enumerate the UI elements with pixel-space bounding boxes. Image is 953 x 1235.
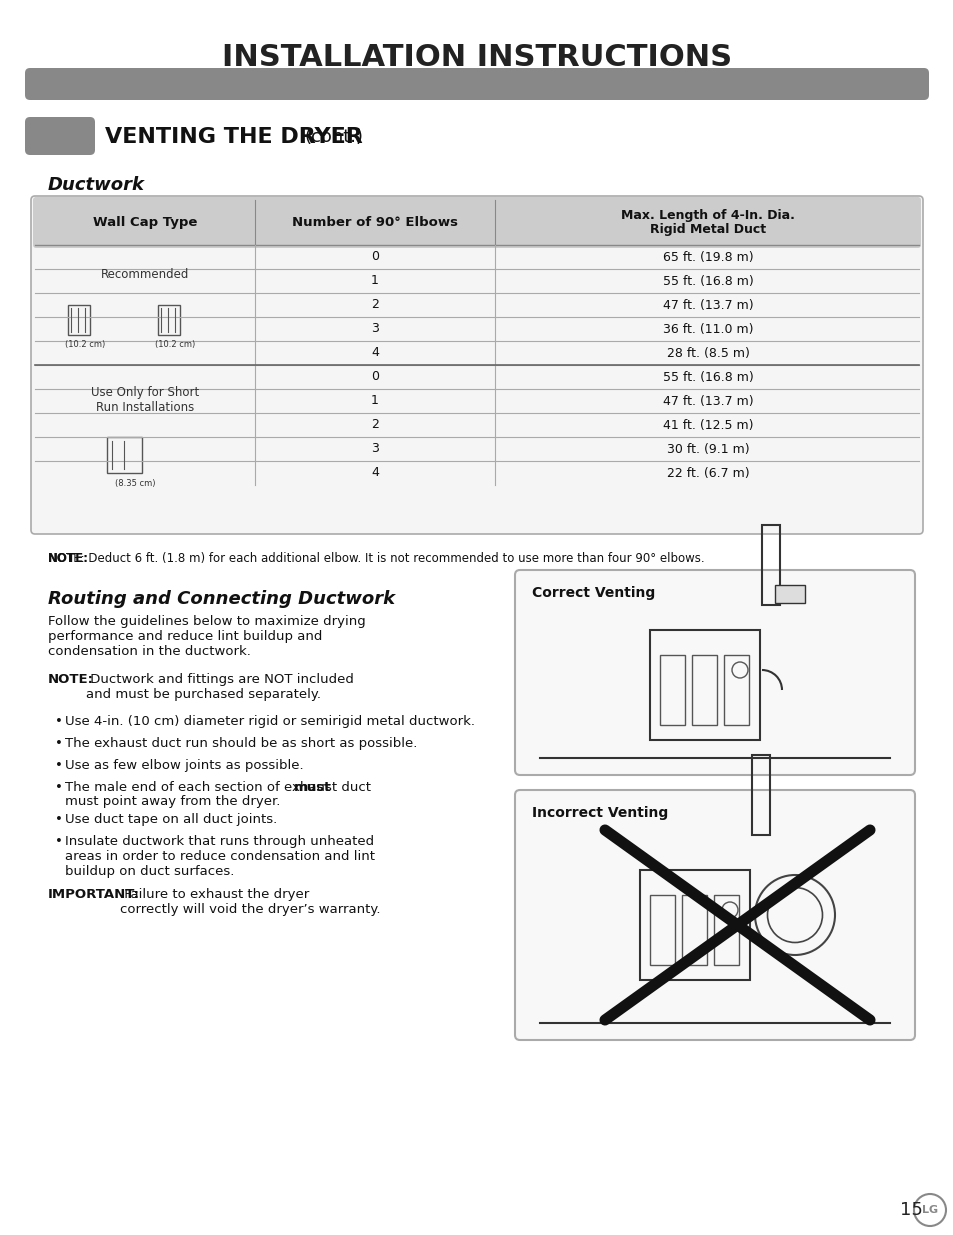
FancyBboxPatch shape <box>25 68 928 100</box>
Text: 47 ft. (13.7 m): 47 ft. (13.7 m) <box>662 299 753 311</box>
Text: The male end of each section of exhaust duct: The male end of each section of exhaust … <box>65 781 371 794</box>
Text: Incorrect Venting: Incorrect Venting <box>532 806 667 820</box>
FancyBboxPatch shape <box>515 790 914 1040</box>
Bar <box>723 655 748 725</box>
Text: Use duct tape on all duct joints.: Use duct tape on all duct joints. <box>65 813 277 826</box>
Text: •: • <box>55 781 63 794</box>
Text: 28 ft. (8.5 m): 28 ft. (8.5 m) <box>666 347 749 359</box>
Text: 47 ft. (13.7 m): 47 ft. (13.7 m) <box>662 394 753 408</box>
Bar <box>649 895 675 965</box>
Text: Use 4-in. (10 cm) diameter rigid or semirigid metal ductwork.: Use 4-in. (10 cm) diameter rigid or semi… <box>65 715 475 727</box>
FancyBboxPatch shape <box>33 198 920 248</box>
Text: must point away from the dryer.: must point away from the dryer. <box>65 795 280 808</box>
Text: Failure to exhaust the dryer
correctly will void the dryer’s warranty.: Failure to exhaust the dryer correctly w… <box>120 888 380 916</box>
Bar <box>681 895 706 965</box>
Text: 55 ft. (16.8 m): 55 ft. (16.8 m) <box>662 370 753 384</box>
Text: Max. Length of 4-In. Dia.
Rigid Metal Duct: Max. Length of 4-In. Dia. Rigid Metal Du… <box>620 209 794 236</box>
Text: 36 ft. (11.0 m): 36 ft. (11.0 m) <box>662 322 753 336</box>
Text: Use Only for Short
Run Installations: Use Only for Short Run Installations <box>91 387 199 414</box>
Text: •: • <box>55 737 63 750</box>
Text: 30 ft. (9.1 m): 30 ft. (9.1 m) <box>666 442 748 456</box>
Bar <box>639 869 749 981</box>
Text: (10.2 cm): (10.2 cm) <box>65 340 105 350</box>
Text: 1: 1 <box>371 394 378 408</box>
Text: •: • <box>55 813 63 826</box>
Text: Ductwork: Ductwork <box>48 177 145 194</box>
Text: 22 ft. (6.7 m): 22 ft. (6.7 m) <box>666 467 748 479</box>
Text: must: must <box>294 781 331 794</box>
Text: The exhaust duct run should be as short as possible.: The exhaust duct run should be as short … <box>65 737 417 750</box>
Bar <box>761 525 780 605</box>
Bar <box>713 895 739 965</box>
Text: 3: 3 <box>371 322 378 336</box>
Text: 4: 4 <box>371 467 378 479</box>
Bar <box>107 437 142 473</box>
Text: 0: 0 <box>371 370 378 384</box>
Text: (8.35 cm): (8.35 cm) <box>114 479 155 488</box>
Text: NOTE:: NOTE: <box>48 673 94 685</box>
Text: NOTE: Deduct 6 ft. (1.8 m) for each additional elbow. It is not recommended to u: NOTE: Deduct 6 ft. (1.8 m) for each addi… <box>48 552 704 564</box>
Bar <box>158 305 180 335</box>
Text: 2: 2 <box>371 299 378 311</box>
Text: (cont.): (cont.) <box>305 128 364 146</box>
Text: Ductwork and fittings are NOT included
and must be purchased separately.: Ductwork and fittings are NOT included a… <box>86 673 354 701</box>
Text: 4: 4 <box>371 347 378 359</box>
Text: •: • <box>55 835 63 848</box>
Bar <box>774 585 804 603</box>
Text: NOTE:: NOTE: <box>48 552 89 564</box>
FancyBboxPatch shape <box>30 196 923 534</box>
FancyBboxPatch shape <box>25 117 95 156</box>
Text: LG: LG <box>921 1205 937 1215</box>
Text: INSTALLATION INSTRUCTIONS: INSTALLATION INSTRUCTIONS <box>222 43 731 73</box>
Text: (10.2 cm): (10.2 cm) <box>154 340 195 350</box>
Text: 1: 1 <box>371 274 378 288</box>
Text: 55 ft. (16.8 m): 55 ft. (16.8 m) <box>662 274 753 288</box>
Text: 41 ft. (12.5 m): 41 ft. (12.5 m) <box>662 419 753 431</box>
Text: 0: 0 <box>371 251 378 263</box>
Text: Recommended: Recommended <box>101 268 189 282</box>
Text: •: • <box>55 715 63 727</box>
Text: •: • <box>55 760 63 772</box>
Text: Correct Venting: Correct Venting <box>532 585 655 600</box>
Text: 2: 2 <box>371 419 378 431</box>
Bar <box>649 630 760 740</box>
Text: IMPORTANT:: IMPORTANT: <box>48 888 140 902</box>
Text: Follow the guidelines below to maximize drying
performance and reduce lint build: Follow the guidelines below to maximize … <box>48 615 365 658</box>
Text: 15: 15 <box>899 1200 922 1219</box>
Text: 3: 3 <box>371 442 378 456</box>
FancyBboxPatch shape <box>515 571 914 776</box>
Text: Routing and Connecting Ductwork: Routing and Connecting Ductwork <box>48 590 395 608</box>
Text: Use as few elbow joints as possible.: Use as few elbow joints as possible. <box>65 760 303 772</box>
Text: Number of 90° Elbows: Number of 90° Elbows <box>292 216 457 228</box>
Text: Insulate ductwork that runs through unheated
areas in order to reduce condensati: Insulate ductwork that runs through unhe… <box>65 835 375 878</box>
Text: Wall Cap Type: Wall Cap Type <box>92 216 197 228</box>
Bar <box>659 655 684 725</box>
Bar <box>751 755 769 835</box>
Text: 65 ft. (19.8 m): 65 ft. (19.8 m) <box>662 251 753 263</box>
Bar <box>68 305 90 335</box>
Bar <box>691 655 717 725</box>
Text: VENTING THE DRYER: VENTING THE DRYER <box>105 127 362 147</box>
